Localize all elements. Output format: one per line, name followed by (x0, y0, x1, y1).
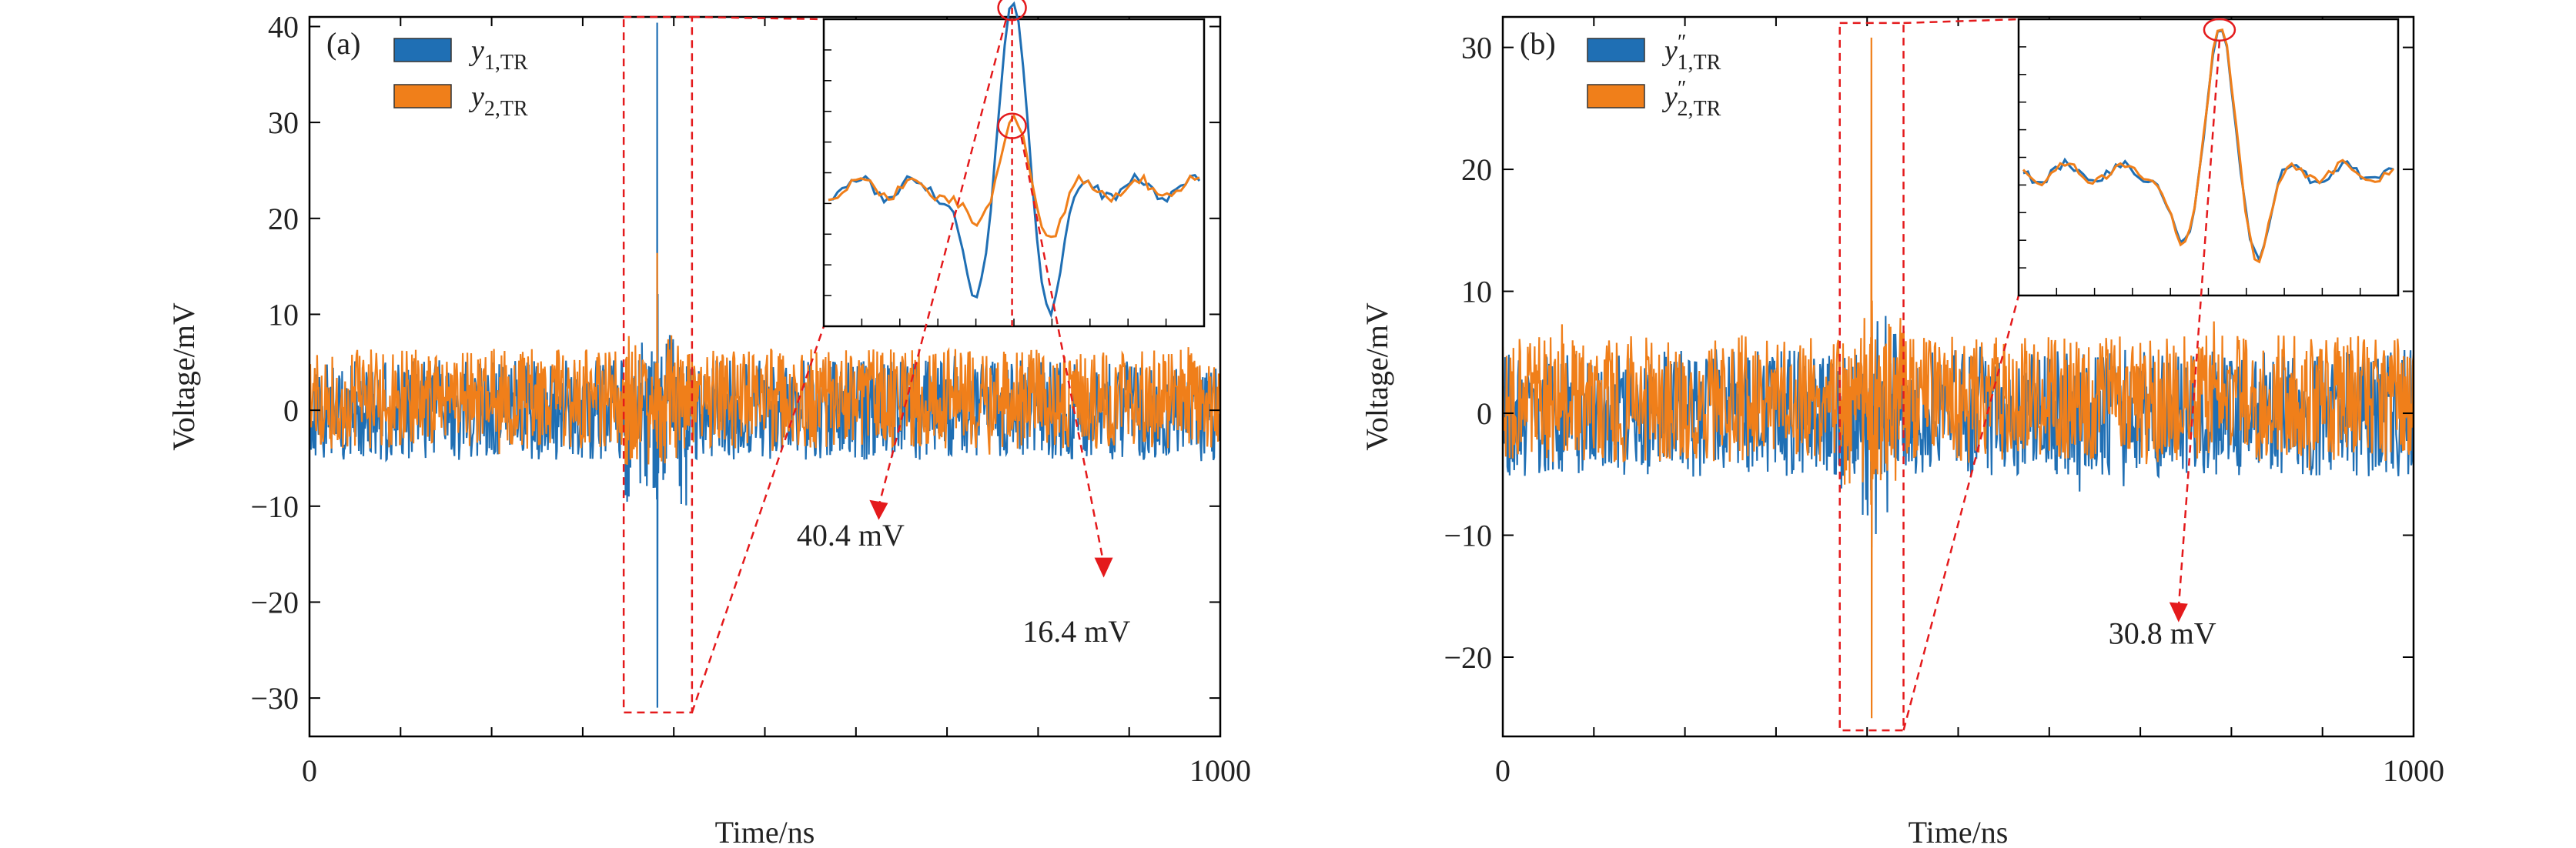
zoom-box (622, 15, 694, 714)
legend-swatch (1587, 84, 1645, 109)
y-axis-label: Voltage/mV (166, 302, 201, 451)
zoom-connector (691, 326, 825, 713)
annotation-label-1: 40.4 mV (797, 518, 905, 553)
y-tick-label: −20 (1444, 640, 1492, 675)
inset-frame (2017, 18, 2400, 297)
y-tick-label: −30 (250, 681, 299, 716)
series-line-2 (1503, 37, 2414, 719)
x-tick-label: 1000 (2383, 753, 2444, 788)
inset-series-1 (828, 1, 1201, 319)
x-axis-label: Time/ns (715, 815, 815, 848)
annotation-arrow-2 (1020, 136, 1105, 564)
y-tick-label: 30 (268, 105, 299, 140)
legend-entry-2: y″ 2,TR (1661, 77, 1721, 121)
legend-entry-1: y1,TR (468, 35, 528, 75)
annotation-label-1: 30.8 mV (2109, 616, 2216, 650)
y-tick-label: 40 (268, 9, 299, 44)
zoom-connector (1903, 18, 2019, 25)
zoom-connector (1902, 295, 2020, 731)
plot-area (1503, 37, 2414, 719)
panel-label: (a) (326, 26, 360, 61)
annotation-label-2: 16.4 mV (1022, 614, 1130, 649)
inset-frame (822, 18, 1206, 328)
y-tick-label: 0 (1477, 396, 1492, 431)
legend-entry-1: y″ 1,TR (1661, 31, 1721, 75)
plot-area (309, 22, 1220, 708)
arrowhead-1 (2169, 602, 2188, 623)
zoom-box (1838, 22, 1905, 732)
legend-swatch (393, 84, 452, 109)
x-tick-label: 0 (302, 753, 317, 788)
y-tick-label: 20 (1461, 152, 1492, 187)
y-tick-label: 10 (1461, 275, 1492, 309)
panel-a: 0 1000 −30 −20 −10 0 10 20 30 40 Time/ns Voltage/mV… (166, 0, 1251, 848)
y-tick-label: 10 (268, 297, 299, 332)
y-tick-label: 30 (1461, 31, 1492, 65)
x-tick-label: 0 (1495, 753, 1510, 788)
y-tick-label: 0 (283, 393, 299, 428)
arrowhead-2 (1094, 557, 1113, 578)
legend-swatch (393, 38, 452, 62)
legend-entry-2: y2,TR (468, 81, 528, 121)
y-tick-label: −10 (1444, 519, 1492, 553)
y-tick-label: −10 (250, 489, 299, 524)
x-tick-label: 1000 (1189, 753, 1251, 788)
y-tick-label: 20 (268, 202, 299, 236)
panel-label: (b) (1520, 26, 1556, 61)
annotation-arrow-1 (2177, 40, 2221, 609)
inset-series-2 (828, 113, 1200, 239)
panel-b: 0 1000 −20 −10 0 10 20 30 Time/ns Voltage/mV (b) y″… (1360, 15, 2444, 848)
x-axis-label: Time/ns (1909, 815, 2009, 848)
annotation-arrow-1 (878, 19, 1007, 507)
peak-marker-1 (997, 0, 1027, 22)
zoom-connector (691, 15, 825, 21)
legend-swatch (1587, 38, 1645, 62)
arrowhead-1 (869, 499, 888, 520)
series-line-2 (309, 252, 1220, 466)
y-axis-label: Voltage/mV (1360, 302, 1394, 451)
inset-series-2 (2022, 28, 2395, 264)
y-tick-label: −20 (250, 585, 299, 619)
peak-marker-2 (997, 112, 1027, 139)
